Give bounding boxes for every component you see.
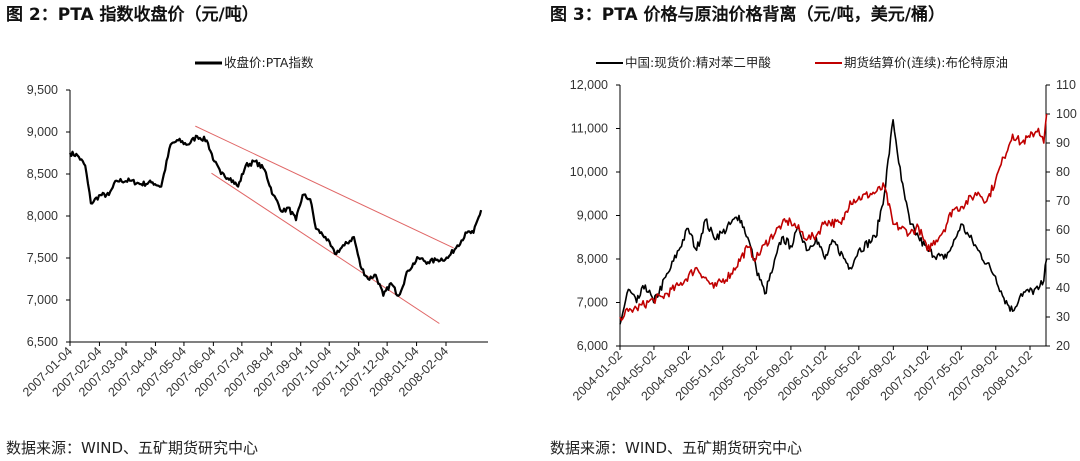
y-tick-label: 6,000 — [577, 339, 608, 353]
source-note: 数据来源：WIND、五矿期货研究中心 — [6, 439, 258, 457]
y-tick-label: 9,000 — [27, 125, 58, 139]
legend-label-pta: 中国:现货价:精对苯二甲酸 — [625, 55, 771, 70]
y-tick-label: 11,000 — [571, 122, 608, 136]
y-tick-label: 9,000 — [577, 209, 608, 223]
y-tick-label: 7,000 — [27, 293, 58, 307]
y2-tick-label: 50 — [1056, 252, 1070, 266]
y-tick-label: 10,000 — [570, 165, 608, 179]
y-tick-label: 7,500 — [27, 251, 58, 265]
trendline — [195, 125, 454, 249]
y-tick-label: 7,000 — [577, 296, 608, 310]
y-tick-label: 8,000 — [27, 209, 58, 223]
chart-pta-index: 图 2：PTA 指数收盘价（元/吨） 收盘价:PTA指数 9,500 9,000 8… — [6, 4, 488, 457]
y2-tick-label: 90 — [1056, 136, 1070, 150]
y2-tick-label: 60 — [1056, 223, 1070, 237]
legend-label: 收盘价:PTA指数 — [224, 55, 314, 70]
y2-tick-label: 80 — [1056, 165, 1070, 179]
y-tick-label: 8,000 — [577, 252, 608, 266]
y2-tick-label: 20 — [1056, 339, 1070, 353]
y2-tick-label: 100 — [1056, 107, 1077, 121]
chart-title: 图 2：PTA 指数收盘价（元/吨） — [6, 4, 259, 25]
y2-tick-label: 70 — [1056, 194, 1070, 208]
chart-pta-vs-crude: 图 3：PTA 价格与原油价格背离（元/吨，美元/桶） 中国:现货价:精对苯二甲… — [550, 4, 1077, 457]
series-line-left — [619, 119, 1048, 325]
y-tick-label: 12,000 — [570, 78, 608, 92]
y-tick-label: 8,500 — [27, 167, 58, 181]
trendline — [211, 172, 440, 324]
y-tick-label: 9,500 — [27, 83, 58, 97]
y2-tick-label: 30 — [1056, 310, 1070, 324]
source-note: 数据来源：WIND、五矿期货研究中心 — [550, 439, 802, 457]
series-line-right — [619, 113, 1048, 322]
chart-title: 图 3：PTA 价格与原油价格背离（元/吨，美元/桶） — [550, 4, 945, 25]
y2-tick-label: 40 — [1056, 281, 1070, 295]
legend-label-brent: 期货结算价(连续):布伦特原油 — [844, 55, 1008, 70]
y2-tick-label: 110 — [1056, 78, 1076, 92]
y-tick-label: 6,500 — [27, 335, 58, 349]
series-line-left — [68, 134, 483, 297]
